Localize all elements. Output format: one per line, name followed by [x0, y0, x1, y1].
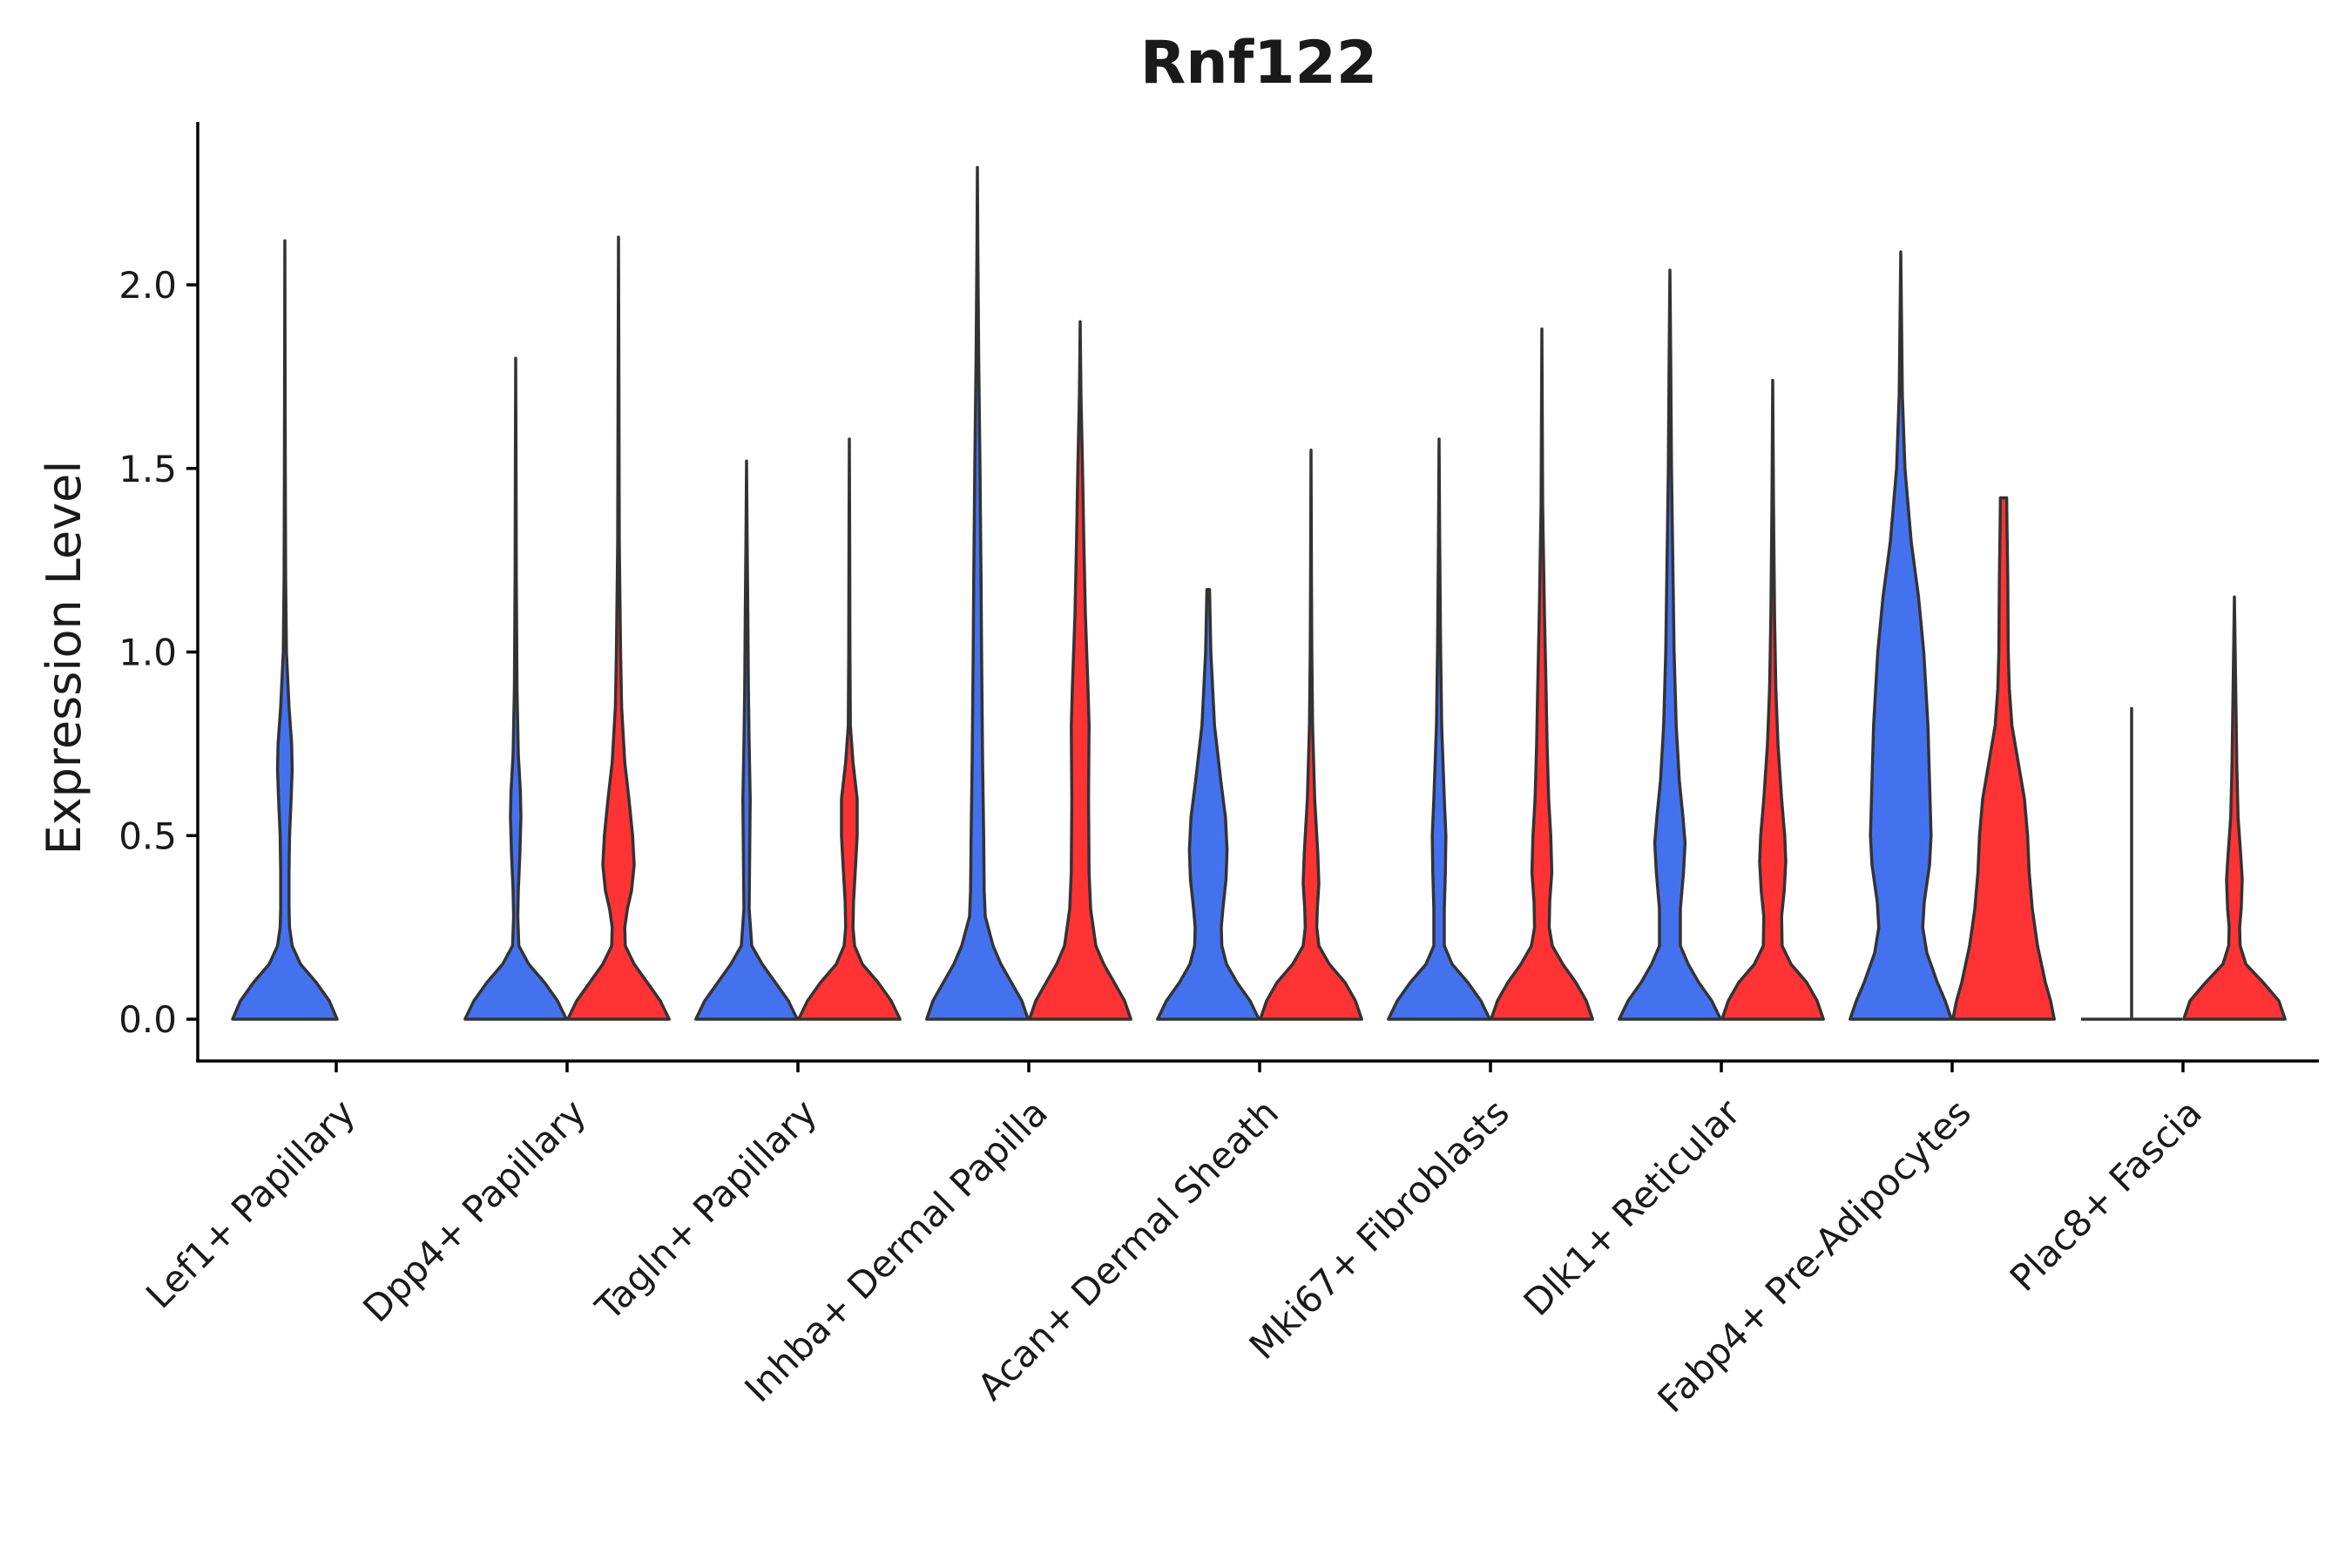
y-tick-label: 2.0 [118, 264, 177, 307]
violin-red [1720, 378, 1825, 1021]
violin-red [1259, 448, 1363, 1021]
y-axis: 0.0 0.5 1.0 1.5 2.0 [118, 122, 199, 1061]
violin-blue [231, 239, 339, 1021]
violin-blue [1156, 588, 1260, 1021]
x-tick-label: Lef1+ Papillary [138, 1091, 363, 1316]
y-tick-label: 0.0 [118, 998, 177, 1041]
x-tick-label: Dpp4+ Papillary [355, 1091, 594, 1330]
chart-title: Rnf122 [1140, 29, 1377, 98]
x-tick-label: Mki67+ Fibroblasts [1241, 1091, 1517, 1367]
violin-blue [1848, 250, 1953, 1021]
violin-red [2182, 595, 2287, 1021]
violin-blue [925, 166, 1030, 1021]
violin-blue [1618, 268, 1722, 1021]
violin-red [1951, 496, 2056, 1021]
y-tick-label: 0.5 [118, 814, 177, 857]
violin-red [1490, 327, 1594, 1021]
x-tick-label: Plac8+ Fascia [2002, 1091, 2210, 1299]
y-axis-label: Expression Level [37, 461, 91, 855]
violin-blue [463, 356, 568, 1021]
x-tick-label: Dlk1+ Reticular [1516, 1091, 1749, 1324]
y-tick-label: 1.5 [118, 448, 177, 490]
violin-layer [231, 166, 2287, 1021]
violin-red [566, 235, 671, 1021]
violin-red [797, 437, 902, 1021]
violin-blue [1387, 437, 1491, 1021]
x-tick-label: Tagln+ Papillary [587, 1091, 825, 1328]
violin-red [1028, 320, 1132, 1021]
y-tick-label: 1.0 [118, 632, 177, 674]
violin-blue [694, 459, 799, 1021]
